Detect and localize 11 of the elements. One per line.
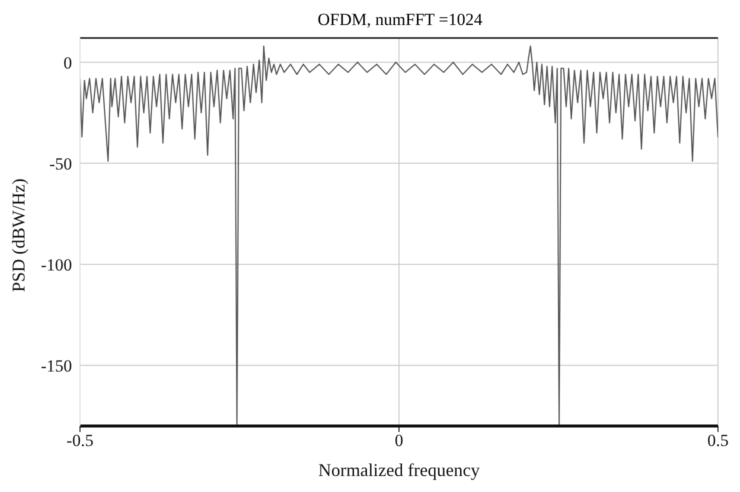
y-tick-label: 0 [64,53,72,72]
x-tick-label: 0 [394,431,404,450]
y-tick-label: -100 [40,255,72,274]
x-axis-title: Normalized frequency [318,460,480,480]
y-tick-label: -50 [49,154,72,174]
chart-title: OFDM, numFFT =1024 [316,9,484,31]
x-tick-label: 0.5 [707,431,729,450]
y-tick-label: -150 [40,356,72,376]
x-tick-label: -0.5 [66,431,94,450]
line-series [80,45,718,426]
y-axis-title: PSD (dBW/Hz) [8,178,28,292]
